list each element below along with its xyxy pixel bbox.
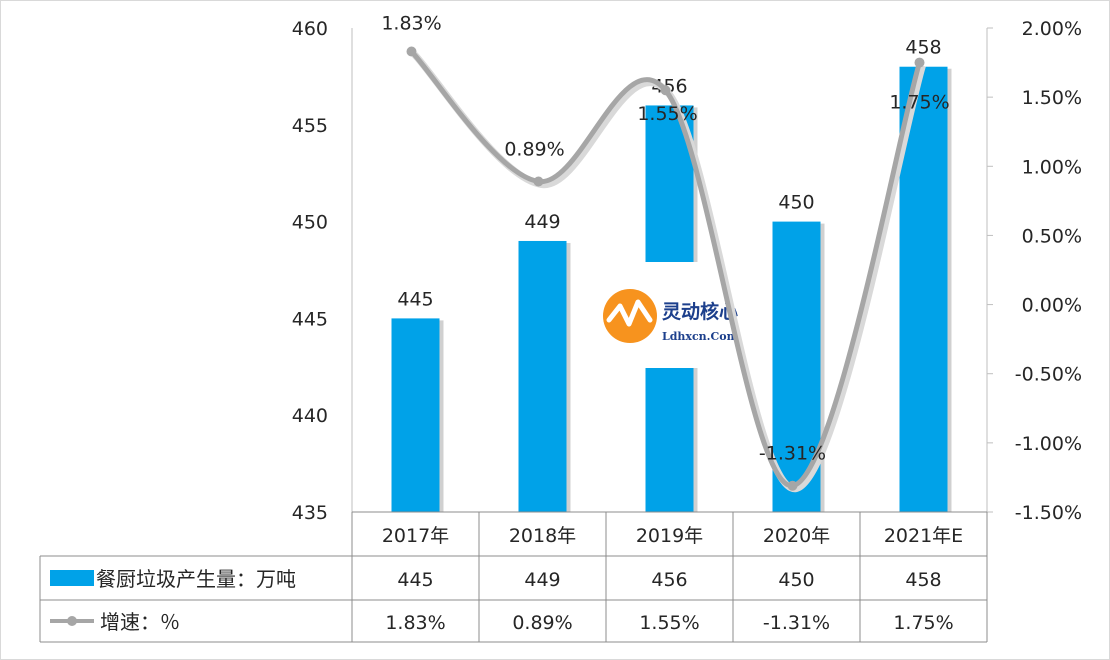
legend-bar-swatch — [50, 570, 94, 586]
right-axis-tick-label: 1.00% — [1022, 156, 1082, 178]
category-label: 2020年 — [763, 525, 830, 547]
growth-point-2018年 — [533, 176, 544, 187]
right-axis-tick-label: 1.50% — [1022, 87, 1082, 109]
legend-line-marker — [67, 616, 77, 626]
growth-value-label: 1.55% — [637, 103, 697, 125]
bar-value-label: 445 — [397, 288, 433, 310]
watermark-subtitle: Ldhxcn.Com — [662, 330, 739, 343]
watermark-logo-stroke — [606, 299, 653, 327]
category-label: 2019年 — [636, 525, 703, 547]
bar-2017年 — [391, 318, 440, 512]
bar-value-label: 456 — [651, 75, 687, 97]
left-axis-tick-label: 450 — [292, 212, 328, 234]
right-axis-tick-label: -1.00% — [1015, 433, 1082, 455]
legend-bar-label: 餐厨垃圾产生量：万吨 — [96, 567, 296, 591]
left-axis-tick-label: 440 — [292, 405, 328, 427]
growth-point-2020年 — [787, 480, 798, 491]
right-axis-tick-label: -0.50% — [1015, 364, 1082, 386]
table-value-amount: 456 — [651, 569, 687, 591]
right-axis-tick-label: 0.50% — [1022, 225, 1082, 247]
right-axis-tick-label: 2.00% — [1022, 18, 1082, 40]
growth-value-label: -1.31% — [759, 443, 826, 465]
right-axis-tick-label: -1.50% — [1015, 502, 1082, 524]
left-axis-tick-label: 460 — [292, 18, 328, 40]
bar-value-label: 458 — [905, 37, 941, 59]
left-axis-tick-label: 455 — [292, 115, 328, 137]
category-label: 2017年 — [382, 525, 449, 547]
category-label: 2018年 — [509, 525, 576, 547]
growth-value-label: 1.75% — [889, 92, 949, 114]
growth-point-2021年E — [914, 57, 925, 68]
growth-point-2017年 — [406, 46, 417, 57]
table-value-growth: 1.55% — [639, 612, 699, 634]
growth-value-label: 0.89% — [504, 138, 564, 160]
bar-2018年 — [518, 240, 567, 512]
bar-value-label: 450 — [778, 192, 814, 214]
table-value-amount: 449 — [524, 569, 560, 591]
bar-value-label: 449 — [524, 211, 560, 233]
table-value-growth: 1.83% — [385, 612, 445, 634]
growth-point-2019年 — [660, 85, 671, 96]
table-value-growth: 0.89% — [512, 612, 572, 634]
table-value-growth: -1.31% — [763, 612, 830, 634]
growth-value-label: 1.83% — [381, 13, 441, 35]
right-axis-tick-label: 0.00% — [1022, 295, 1082, 317]
watermark-title: 灵动核心 — [662, 300, 738, 323]
left-axis-tick-label: 445 — [292, 308, 328, 330]
left-axis-tick-label: 435 — [292, 502, 328, 524]
table-value-growth: 1.75% — [893, 612, 953, 634]
table-value-amount: 458 — [905, 569, 941, 591]
category-label: 2021年E — [884, 525, 963, 547]
legend-line-label: 增速：％ — [100, 610, 180, 634]
table-value-amount: 450 — [778, 569, 814, 591]
table-value-amount: 445 — [397, 569, 433, 591]
growth-line — [409, 49, 922, 489]
